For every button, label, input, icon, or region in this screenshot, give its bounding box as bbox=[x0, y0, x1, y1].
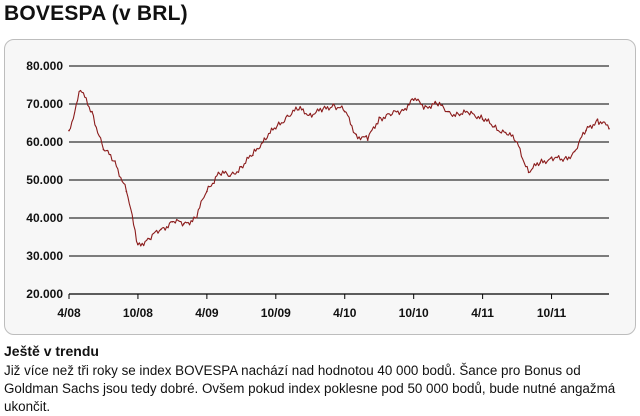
series-point bbox=[321, 110, 323, 113]
series-point bbox=[275, 127, 277, 130]
series-point bbox=[389, 114, 392, 117]
series-point bbox=[355, 133, 358, 136]
x-axis-labels: 4/08 10/08 4/09 10/09 4/10 10/10 4/11 10/11 bbox=[57, 306, 566, 320]
series-point bbox=[206, 190, 208, 193]
series-point bbox=[298, 108, 300, 111]
bovespa-series-line bbox=[68, 90, 610, 247]
x-tick-label: 10/08 bbox=[123, 306, 153, 320]
x-tick-label: 4/10 bbox=[333, 306, 357, 320]
x-tick-label: 10/10 bbox=[399, 306, 429, 320]
series-point bbox=[366, 139, 369, 141]
series-point bbox=[596, 118, 599, 120]
y-tick-label: 30.000 bbox=[26, 249, 63, 263]
series-point bbox=[401, 108, 404, 111]
series-point bbox=[481, 118, 484, 120]
series-point bbox=[585, 129, 587, 132]
chart-title: BOVESPA (v BRL) bbox=[4, 2, 188, 25]
x-tick-label: 4/09 bbox=[195, 306, 219, 320]
series-point bbox=[160, 228, 162, 231]
series-point bbox=[504, 131, 507, 134]
chart-panel: 80.000 70.000 60.000 50.000 40.000 30.000 20.0… bbox=[4, 39, 636, 335]
series-point bbox=[573, 150, 576, 153]
series-point bbox=[240, 165, 243, 168]
series-point bbox=[102, 148, 105, 151]
series-point bbox=[447, 110, 449, 113]
series-point bbox=[79, 89, 82, 92]
y-tick-label: 70.000 bbox=[26, 97, 63, 111]
series-point bbox=[424, 105, 427, 107]
x-tick-label: 10/11 bbox=[537, 306, 567, 320]
series-point bbox=[550, 156, 553, 158]
series-point bbox=[527, 171, 530, 174]
series-point bbox=[470, 110, 472, 113]
series-point bbox=[539, 162, 541, 164]
y-tick-label: 20.000 bbox=[26, 287, 63, 301]
series-point bbox=[252, 154, 254, 157]
x-axis-ticks bbox=[68, 294, 553, 299]
y-axis-labels: 80.000 70.000 60.000 50.000 40.000 30.000 20.0… bbox=[26, 59, 63, 301]
caption-text: Již více než tři roky se index BOVESPA n… bbox=[4, 363, 616, 414]
series-point bbox=[114, 160, 116, 162]
series-point bbox=[378, 116, 381, 119]
y-tick-label: 50.000 bbox=[26, 173, 63, 187]
series-point bbox=[286, 114, 289, 117]
series-point bbox=[458, 114, 461, 117]
series-point bbox=[171, 221, 174, 223]
series-point bbox=[412, 99, 415, 101]
series-point bbox=[217, 171, 220, 174]
series-point bbox=[332, 103, 335, 105]
series-points bbox=[68, 89, 610, 246]
series-point bbox=[562, 160, 564, 162]
series-point bbox=[309, 112, 312, 115]
series-point bbox=[343, 110, 346, 113]
y-tick-label: 40.000 bbox=[26, 211, 63, 225]
line-chart: 80.000 70.000 60.000 50.000 40.000 30.000 20.0… bbox=[26, 59, 610, 320]
series-point bbox=[608, 127, 610, 130]
series-point bbox=[148, 238, 151, 240]
x-tick-label: 4/11 bbox=[471, 306, 494, 320]
x-tick-label: 4/08 bbox=[57, 306, 81, 320]
caption-heading: Ještě v trendu bbox=[4, 343, 99, 359]
series-point bbox=[194, 217, 197, 219]
y-tick-label: 60.000 bbox=[26, 135, 63, 149]
series-point bbox=[435, 103, 438, 105]
series-point bbox=[91, 110, 93, 113]
series-point bbox=[516, 141, 518, 143]
series-point bbox=[183, 222, 185, 225]
series-point bbox=[263, 137, 266, 139]
series-point bbox=[137, 243, 139, 246]
series-point bbox=[493, 126, 495, 128]
series-point bbox=[229, 175, 231, 177]
y-tick-label: 80.000 bbox=[26, 59, 63, 73]
series-point bbox=[68, 129, 70, 132]
grid-lines bbox=[69, 65, 609, 295]
x-tick-label: 10/09 bbox=[261, 306, 291, 320]
series-point bbox=[125, 190, 128, 193]
